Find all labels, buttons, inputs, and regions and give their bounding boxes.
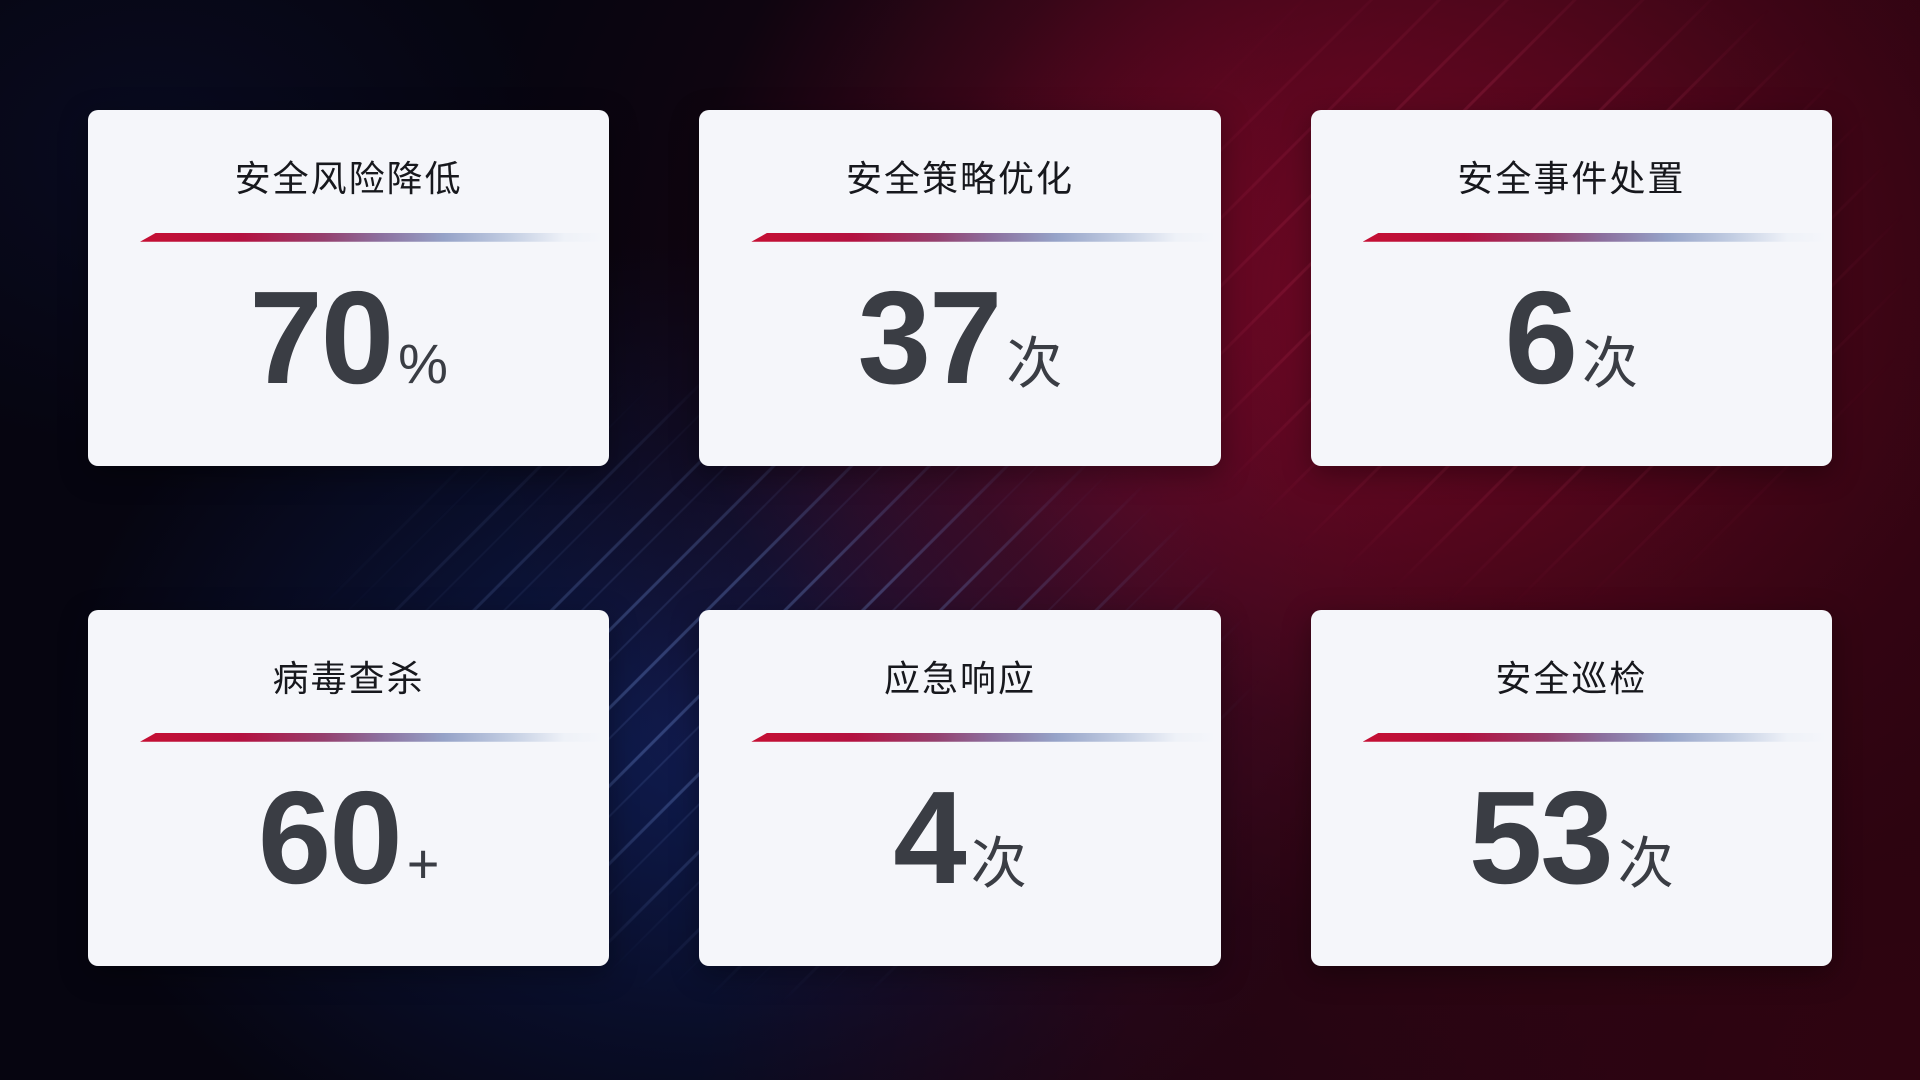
stat-value-number: 4 xyxy=(893,763,966,911)
gradient-divider xyxy=(140,232,602,242)
stat-card-title: 安全事件处置 xyxy=(1457,158,1686,199)
stat-card-security-inspection: 安全巡检 53 次 xyxy=(1310,610,1832,966)
stat-value-unit: % xyxy=(398,331,448,395)
gradient-divider xyxy=(751,232,1213,242)
stat-value-number: 60 xyxy=(257,763,403,911)
stat-card-title: 安全策略优化 xyxy=(845,158,1074,199)
stat-card-security-risk-reduction: 安全风险降低 70 % xyxy=(88,110,610,466)
stat-value-unit: 次 xyxy=(1582,331,1639,395)
stat-card-security-policy-optimization: 安全策略优化 37 次 xyxy=(699,110,1221,466)
stat-card-emergency-response: 应急响应 4 次 xyxy=(699,610,1221,966)
stat-card-title: 安全巡检 xyxy=(1495,658,1648,699)
stat-value-row: 6 次 xyxy=(1311,263,1832,411)
gradient-divider xyxy=(751,732,1213,742)
stat-card-grid: 安全风险降低 70 % 安全策略优化 37 次 安全事件处置 6 次 病毒查 xyxy=(88,110,1832,966)
stat-value-row: 37 次 xyxy=(699,263,1220,411)
stat-value-unit: 次 xyxy=(1617,831,1674,895)
stat-value-number: 37 xyxy=(857,263,1003,411)
stat-card-security-incident-handling: 安全事件处置 6 次 xyxy=(1310,110,1832,466)
stat-value-unit: 次 xyxy=(1006,331,1063,395)
gradient-divider xyxy=(1362,732,1824,742)
stat-card-virus-scan: 病毒查杀 60 + xyxy=(88,610,610,966)
gradient-divider xyxy=(140,732,602,742)
stat-value-unit: 次 xyxy=(970,831,1027,895)
gradient-divider xyxy=(1362,232,1824,242)
stat-value-number: 53 xyxy=(1468,763,1614,911)
stat-value-row: 60 + xyxy=(88,763,609,911)
stat-card-title: 应急响应 xyxy=(883,658,1036,699)
stat-value-row: 53 次 xyxy=(1311,763,1832,911)
stat-value-number: 70 xyxy=(249,263,394,411)
stat-card-title: 安全风险降低 xyxy=(234,158,463,199)
stat-value-row: 4 次 xyxy=(699,763,1220,911)
stat-value-row: 70 % xyxy=(88,263,609,411)
stat-value-unit: + xyxy=(406,831,440,895)
stat-card-title: 病毒查杀 xyxy=(272,658,425,699)
stat-value-number: 6 xyxy=(1504,263,1578,411)
